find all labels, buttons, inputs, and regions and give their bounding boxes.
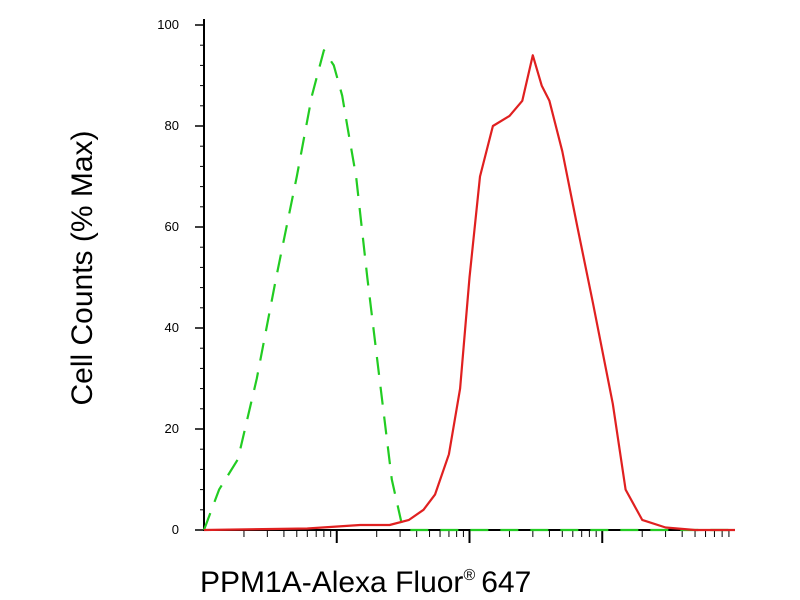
x-axis-label-suffix: 647 bbox=[481, 566, 531, 599]
y-tick-label: 80 bbox=[165, 118, 179, 133]
y-tick-label: 0 bbox=[172, 522, 179, 537]
y-tick-label: 20 bbox=[165, 421, 179, 436]
series-line-2 bbox=[203, 54, 735, 532]
x-axis-label: PPM1A-Alexa Fluor® 647 bbox=[200, 566, 531, 599]
plot-area: 0 20 40 60 80 100 bbox=[157, 17, 735, 543]
series-line-1 bbox=[202, 49, 735, 532]
x-axis-label-superscript: ® bbox=[463, 567, 475, 584]
x-axis-label-main: PPM1A-Alexa Fluor bbox=[200, 566, 463, 599]
y-tick-label: 60 bbox=[165, 219, 179, 234]
y-axis-label: Cell Counts (% Max) bbox=[66, 130, 99, 405]
y-tick-label: 40 bbox=[165, 320, 179, 335]
y-tick-label: 100 bbox=[157, 17, 179, 32]
